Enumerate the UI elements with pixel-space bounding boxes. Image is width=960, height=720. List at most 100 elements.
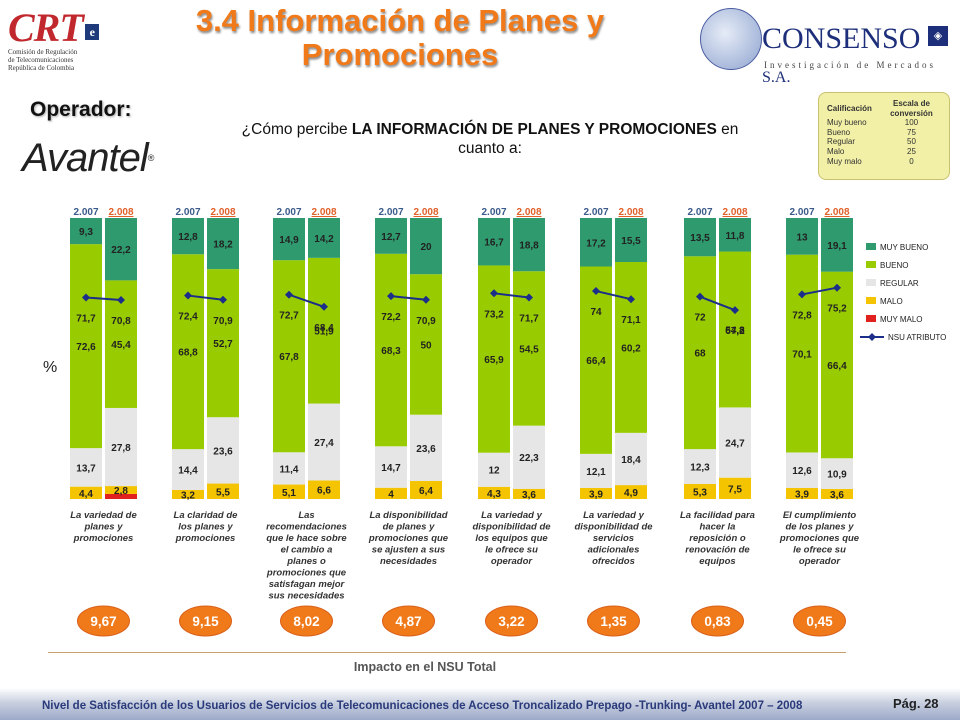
- bar-segment: [105, 486, 137, 494]
- legend-swatch: [866, 315, 876, 322]
- bar-value-label: 9,3: [79, 227, 93, 238]
- category-label-line: Las: [298, 510, 314, 521]
- category-label-line: operador: [491, 556, 533, 567]
- bar-segment: [719, 477, 751, 499]
- year-label: 2.007: [73, 207, 98, 218]
- impact-circle: [485, 605, 538, 637]
- nsu-marker: [731, 306, 739, 315]
- category-label: Las recomendaciones que le hace sobre el ca…: [266, 510, 347, 602]
- category-label-line: disponibilidad de: [574, 522, 653, 533]
- bar-segment: [410, 481, 442, 499]
- impact-circle: [77, 605, 130, 637]
- category-label-line: planes y: [83, 522, 123, 533]
- category-label-line: servicios: [593, 533, 634, 544]
- bar-segment: [105, 407, 137, 487]
- bar-value-label: 66,4: [827, 361, 847, 372]
- rating-row-label: Bueno: [827, 127, 851, 137]
- nsu-marker: [525, 293, 533, 302]
- nsu-marker: [422, 295, 430, 304]
- bar-value-label: 6,4: [419, 486, 433, 497]
- legend-swatch: [866, 243, 876, 250]
- divider: [48, 652, 846, 653]
- nsu-value-label: 67,2: [725, 326, 745, 337]
- impact-value: 9,15: [192, 614, 219, 629]
- rating-row-value: 75: [907, 127, 916, 137]
- bar-segment: [308, 218, 340, 258]
- nsu-line: [390, 295, 427, 301]
- year-label: 2.008: [722, 207, 747, 218]
- bar-value-label: 5,1: [282, 488, 296, 499]
- registered-icon: ®: [147, 153, 155, 163]
- category-label-line: La variedad de: [70, 510, 137, 521]
- nsu-marker: [82, 293, 90, 302]
- nsu-marker: [592, 287, 600, 296]
- bar-segment: [719, 407, 751, 478]
- category-label-line: de los planes y: [785, 522, 854, 533]
- question-text: ¿Cómo percibe LA INFORMACIÓN DE PLANES Y…: [220, 120, 760, 158]
- nsu-marker: [696, 292, 704, 301]
- bar-segment: [786, 452, 818, 488]
- bar-value-label: 3,6: [522, 490, 536, 501]
- bar-segment: [580, 453, 612, 488]
- bar-value-label: 72,6: [76, 342, 96, 353]
- bar-value-label: 67,8: [279, 352, 299, 363]
- category-label: La variedad y disponibilidad de los equipo…: [472, 510, 551, 567]
- page-title: 3.4 Información de Planes y Promociones: [195, 3, 605, 72]
- bar-segment: [172, 449, 204, 490]
- category-label-line: los equipos que: [475, 533, 548, 544]
- bar-segment: [410, 218, 442, 275]
- bar-value-label: 5,5: [216, 487, 230, 498]
- nsu-value-label: 70,9: [213, 316, 233, 327]
- category-label-line: promociones que: [266, 568, 347, 579]
- nsu-marker: [184, 291, 192, 300]
- category-label-line: La variedad y: [481, 510, 542, 521]
- rating-row-label: Regular: [827, 137, 856, 147]
- nsu-line: [595, 290, 632, 301]
- impact-circle: [587, 605, 640, 637]
- impact-value: 9,67: [90, 614, 116, 629]
- bar-value-label: 68,8: [178, 348, 198, 359]
- nsu-line: [187, 294, 224, 301]
- crt-logo: CRT e Comisión de Regulación de Telecomun…: [8, 8, 108, 82]
- nsu-value-label: 70,9: [416, 316, 436, 327]
- nsu-marker: [285, 290, 293, 299]
- bar-segment: [786, 487, 818, 499]
- bar-segment: [478, 452, 510, 487]
- year-label: 2.008: [824, 207, 849, 218]
- bar-segment: [719, 251, 751, 408]
- rating-scale-table: Calificación Escala de conversión Muy bue…: [825, 99, 949, 166]
- bar-value-label: 12,3: [690, 463, 710, 474]
- rating-header-escala: Escala de conversión: [890, 99, 933, 118]
- category-label-line: promociones: [175, 533, 236, 544]
- rating-row-label: Muy bueno: [827, 118, 867, 128]
- bar-segment: [478, 218, 510, 266]
- impact-value: 0,45: [806, 614, 833, 629]
- consenso-tagline: Investigación de Mercados: [764, 60, 936, 70]
- bar-value-label: 12,8: [178, 232, 198, 243]
- category-label-line: renovación de: [685, 545, 750, 556]
- legend-label: BUENO: [880, 261, 908, 270]
- bar-value-label: 11,8: [726, 231, 745, 242]
- bar-value-label: 68: [694, 349, 706, 360]
- nsu-value-label: 73,2: [484, 309, 504, 320]
- impact-label: Impacto en el NSU Total: [353, 660, 497, 674]
- year-label: 2.008: [516, 207, 541, 218]
- bar-segment: [615, 261, 647, 433]
- nsu-value-label: 75,2: [827, 304, 847, 315]
- bar-value-label: 10,9: [827, 470, 847, 481]
- bar-segment: [308, 257, 340, 404]
- bar-value-label: 50: [420, 340, 432, 351]
- nsu-marker: [387, 292, 395, 301]
- consenso-logo: CONSENSO S.A. Investigación de Mercados …: [700, 8, 950, 86]
- nsu-marker: [320, 302, 328, 311]
- bar-segment: [615, 218, 647, 262]
- bar-segment: [719, 218, 751, 252]
- bar-value-label: 12: [488, 466, 500, 477]
- bar-value-label: 3,9: [795, 489, 809, 500]
- bar-value-label: 3,2: [181, 490, 195, 501]
- impact-circle: [691, 605, 744, 637]
- bar-value-label: 22,3: [519, 453, 539, 464]
- category-label-line: ofrecidos: [592, 556, 635, 567]
- y-axis-label: %: [43, 359, 57, 376]
